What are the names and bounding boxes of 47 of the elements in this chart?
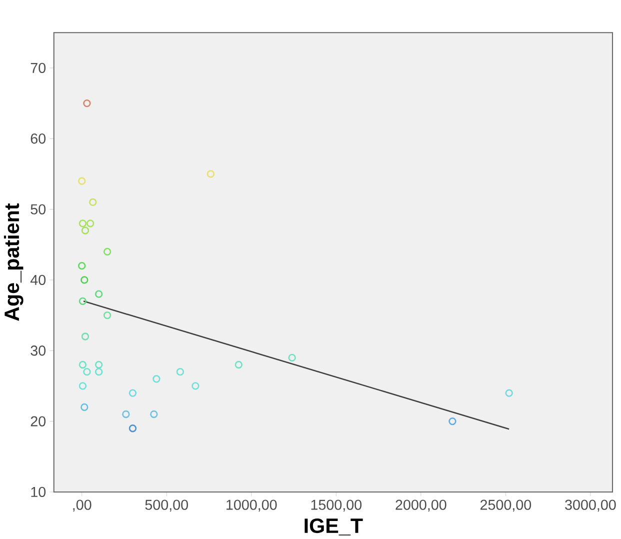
point — [89, 198, 97, 206]
y-tick-label: 10 — [31, 487, 46, 498]
point — [78, 382, 87, 390]
point — [152, 375, 160, 383]
x-tick-label: 1000,00 — [226, 500, 277, 512]
point — [94, 290, 103, 298]
x-tick-label: 500,00 — [145, 500, 188, 512]
point — [103, 312, 112, 320]
point — [94, 368, 103, 376]
point — [150, 410, 158, 418]
y-tick-label: 60 — [30, 134, 46, 144]
point — [83, 100, 91, 108]
point — [448, 418, 456, 426]
point — [176, 368, 184, 376]
y-tick-label: 70 — [30, 63, 46, 74]
x-tick-label: 1500,00 — [311, 500, 362, 512]
point — [78, 220, 87, 228]
point — [80, 403, 88, 412]
x-axis-title: IGE_T — [304, 518, 363, 536]
y-tick-label: 30 — [30, 346, 46, 356]
point — [234, 361, 243, 369]
point — [128, 424, 137, 432]
y-tick-label: 40 — [30, 275, 46, 286]
point — [81, 332, 90, 340]
x-tick-label: ,00 — [73, 500, 92, 512]
x-tick-label: 2500,00 — [480, 500, 532, 512]
point — [288, 354, 296, 362]
x-tick-label: 3000,00 — [565, 500, 616, 512]
y-axis-title: Age_patient — [4, 204, 24, 322]
point — [94, 361, 103, 369]
point — [81, 226, 90, 234]
point — [78, 262, 86, 270]
point — [83, 368, 91, 376]
point — [78, 297, 87, 306]
point — [78, 177, 86, 185]
point — [206, 170, 215, 178]
point — [505, 389, 513, 398]
point — [78, 361, 87, 369]
point — [192, 382, 200, 390]
y-tick-label: 50 — [30, 204, 46, 215]
point — [86, 220, 94, 228]
x-tick-label: 2000,00 — [396, 500, 446, 512]
point — [122, 410, 130, 418]
point — [80, 276, 88, 284]
point — [128, 389, 137, 398]
y-tick-label: 20 — [30, 416, 46, 427]
point — [103, 248, 112, 256]
